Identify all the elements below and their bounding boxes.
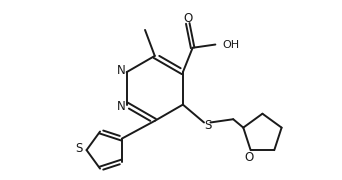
Text: S: S — [76, 142, 83, 155]
Text: O: O — [245, 151, 254, 164]
Text: OH: OH — [223, 40, 240, 50]
Text: N: N — [116, 64, 125, 77]
Text: S: S — [204, 119, 212, 132]
Text: N: N — [116, 100, 125, 113]
Text: O: O — [183, 12, 193, 25]
